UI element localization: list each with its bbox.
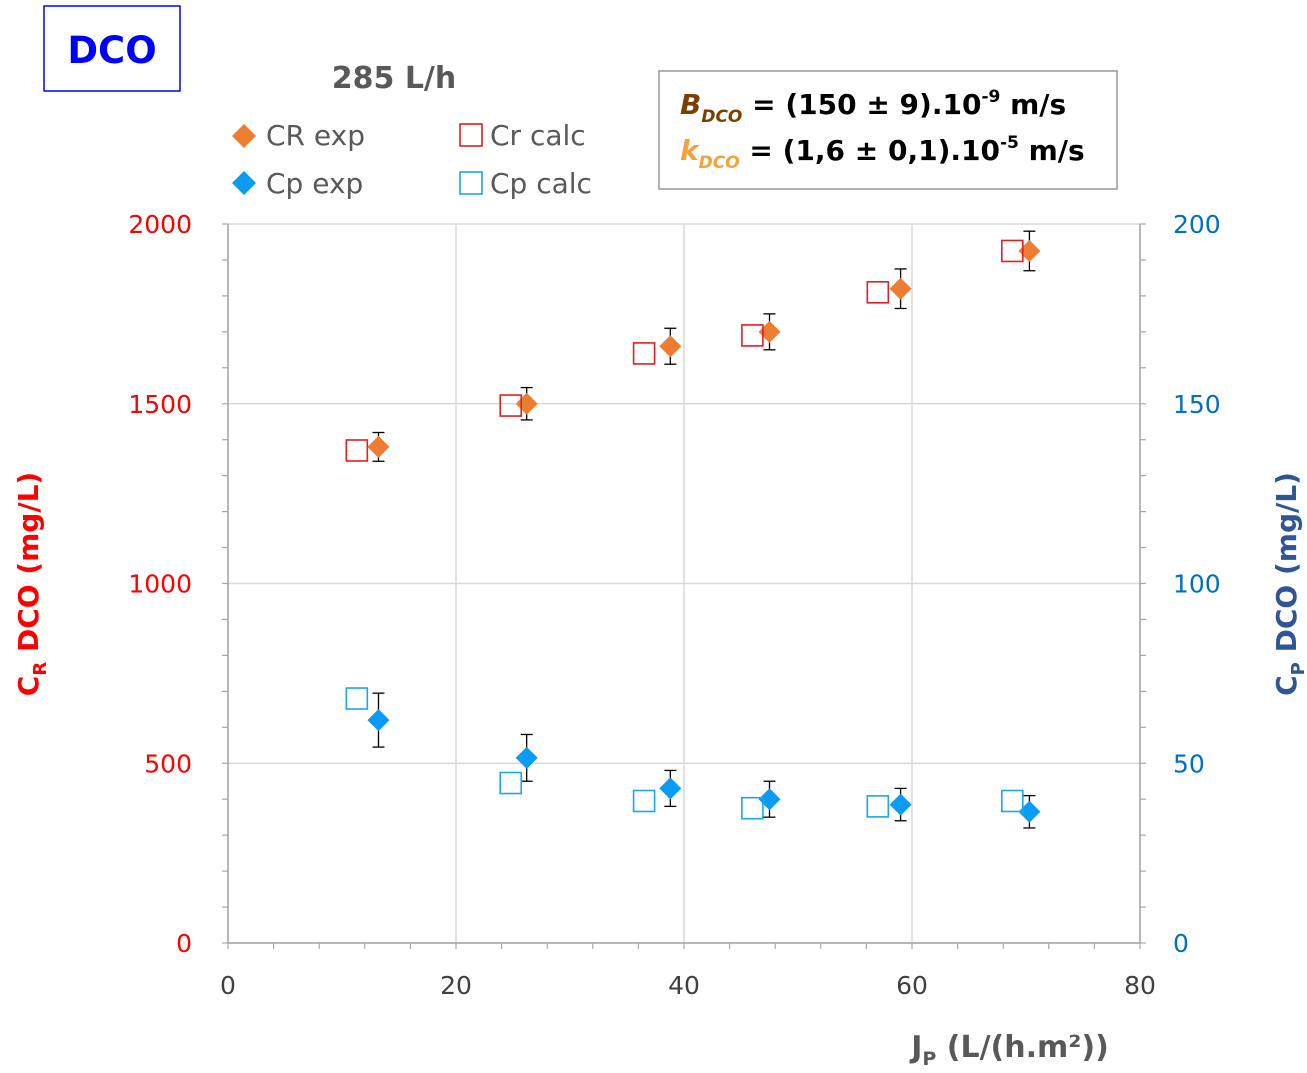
y-right-tick-label: 100 [1173,570,1221,599]
point-cr-exp [889,277,912,300]
point-cr-calc [866,281,890,304]
legend-label-cr-calc: Cr calc [490,119,586,152]
point-cp-exp [659,777,682,800]
legend-marker-cr-calc [459,123,483,147]
point-cp-calc [499,771,523,795]
y-left-tick-label: 2000 [128,210,192,239]
legend-label-cp-exp: Cp exp [266,167,363,200]
point-cp-calc [866,795,890,818]
x-tick-label: 60 [896,971,928,1000]
tick-labels: 0 20 40 60 80 0 500 1000 1500 2000 0 50 100 150 200 [128,210,1220,1000]
data-marks [345,230,1041,829]
point-cr-exp [515,392,538,415]
annotation-line-b: BDCO = (150 ± 9).10-9 m/s [680,87,1066,127]
point-cp-exp [758,788,781,811]
y-right-tick-label: 150 [1173,390,1221,419]
point-cp-exp [889,793,912,816]
y-right-tick-label: 200 [1173,210,1221,239]
point-cr-exp [758,320,781,343]
y-axis-right-title: CP DCO (mg/L) [1270,472,1307,696]
x-tick-label: 40 [668,971,700,1000]
point-cr-exp [659,335,682,358]
badge-box [43,5,181,92]
y-right-tick-label: 0 [1173,929,1189,958]
y-left-tick-label: 1500 [128,390,192,419]
y-left-tick-label: 1000 [128,570,192,599]
point-cp-calc [632,789,656,813]
point-cr-exp [367,435,390,458]
point-cr-calc [345,439,369,462]
point-cp-exp [367,709,390,732]
axes [222,223,1146,949]
legend: CR exp Cr calc Cp exp Cp calc [232,119,592,200]
y-right-tick-label: 50 [1173,749,1205,778]
legend-label-cp-calc: Cp calc [490,167,592,200]
y-axis-left-title: CR DCO (mg/L) [12,472,51,696]
legend-marker-cp-calc [459,171,483,195]
chart-title: 285 L/h [332,61,457,96]
legend-label-cr-exp: CR exp [266,119,365,152]
point-cp-exp [515,746,538,769]
annotation-line-k: kDCO = (1,6 ± 0,1).10-5 m/s [680,133,1085,173]
y-left-tick-label: 0 [176,929,192,958]
point-cr-calc [741,324,764,347]
point-cr-calc [499,394,523,417]
x-axis-title: JP (L/(h.m²)) [909,1030,1109,1070]
point-cp-calc [741,796,764,820]
x-tick-label: 80 [1124,971,1156,1000]
gridlines [227,223,1141,944]
point-cp-exp [1018,800,1041,823]
legend-marker-cr-exp [232,124,256,148]
legend-marker-cp-exp [232,171,256,195]
point-cr-exp [1018,239,1041,262]
point-cr-calc [632,342,656,365]
y-left-tick-label: 500 [144,749,192,778]
point-cp-calc [345,687,369,710]
annotation-box [658,70,1118,190]
x-tick-label: 20 [440,971,472,1000]
badge-label: DCO [67,29,156,72]
x-tick-label: 0 [220,971,236,1000]
point-cp-calc [1001,789,1024,813]
point-cr-calc [1001,239,1024,263]
